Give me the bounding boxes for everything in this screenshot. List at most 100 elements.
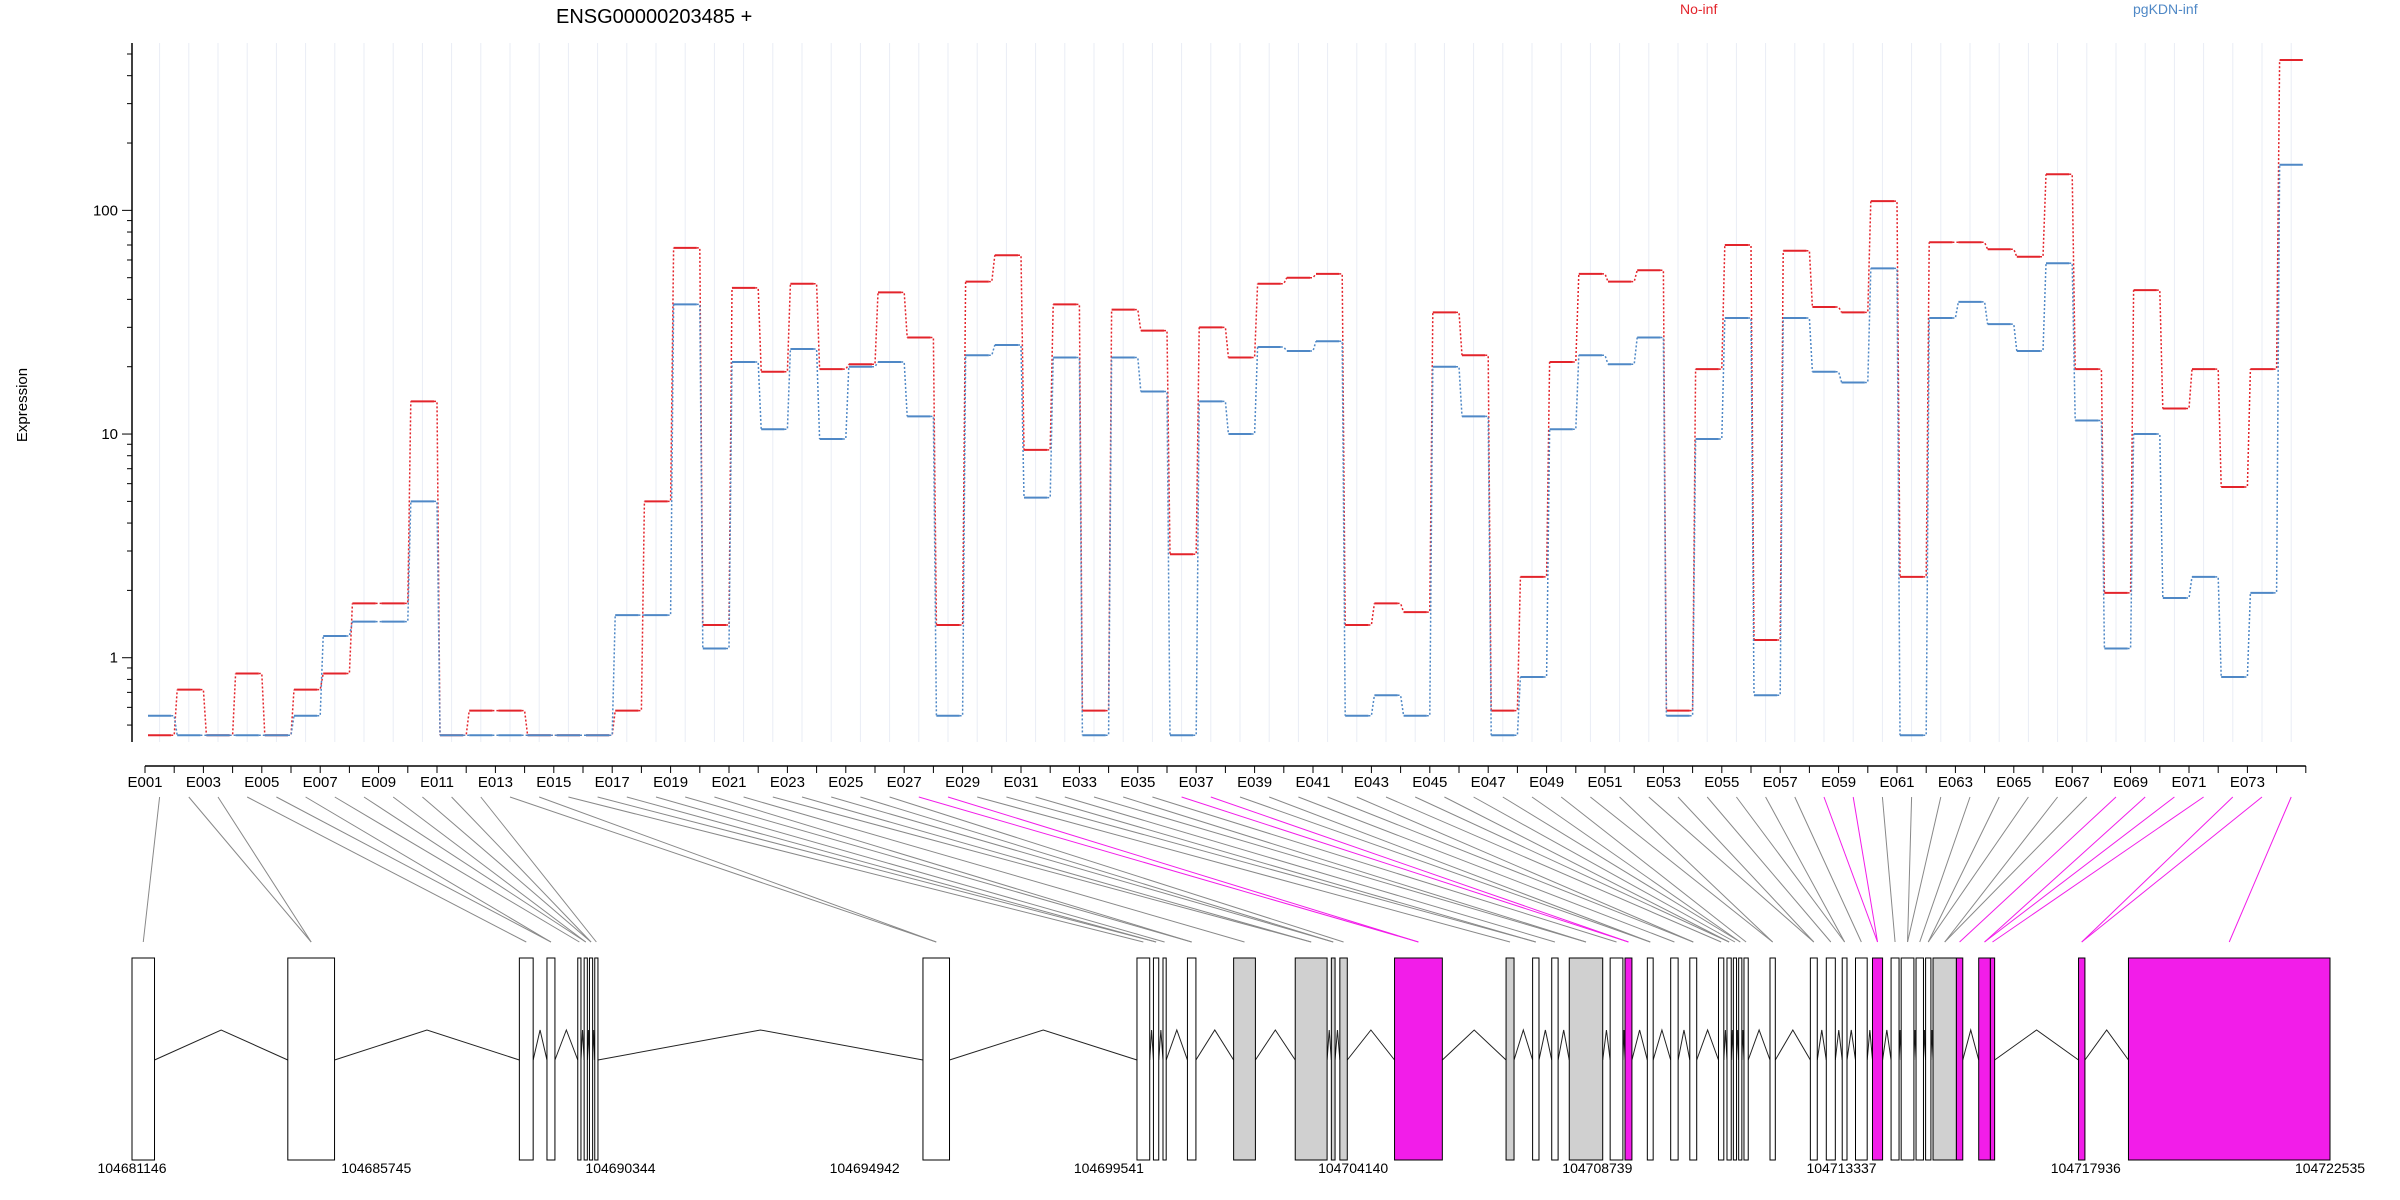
exon-block <box>1294 957 1328 1161</box>
series-join <box>2010 248 2018 258</box>
series-join <box>1368 695 1376 717</box>
series-join <box>1835 306 1843 313</box>
connector-line <box>363 796 587 943</box>
series-join <box>1543 361 1551 578</box>
series-join <box>1718 318 1726 440</box>
series-join <box>404 501 412 623</box>
connector-line <box>1648 796 1815 943</box>
exon-block <box>1825 957 1836 1161</box>
exon-block <box>1890 957 1900 1161</box>
connector-line <box>217 796 312 943</box>
series-join <box>1631 337 1638 366</box>
series-join <box>1748 317 1755 696</box>
series-join <box>2069 262 2076 421</box>
series-join <box>2273 164 2281 594</box>
connector-line <box>626 796 1157 943</box>
series-join <box>726 361 733 650</box>
gene-model <box>131 957 2331 1161</box>
exon-block <box>2078 957 2086 1161</box>
intron-line <box>1513 1028 1534 1061</box>
x-tick-label: E023 <box>770 774 805 791</box>
connector-line <box>1619 796 1773 943</box>
intron-line <box>1334 1029 1341 1061</box>
series-join <box>1806 317 1814 372</box>
series-join <box>2244 592 2252 678</box>
intron-line <box>1774 1029 1811 1061</box>
exon-block <box>594 957 599 1161</box>
series-join <box>2098 419 2106 649</box>
series-join <box>2215 576 2222 678</box>
y-tick-label: 1 <box>110 650 118 667</box>
connector-line <box>1919 796 1971 943</box>
x-axis: E001 E003 E005 E007 E009 E011 E013 E015 E017 E019… <box>127 765 2307 791</box>
series-join <box>1222 400 1230 435</box>
series-join <box>1105 309 1113 712</box>
connector-line <box>1298 796 1675 943</box>
series-join <box>1602 273 1609 282</box>
connector-line <box>1385 796 1722 943</box>
series-join <box>1514 676 1522 737</box>
series-join <box>1485 354 1492 711</box>
intron-line <box>1557 1029 1570 1061</box>
series-join <box>930 415 938 716</box>
genome-coordinate-axis: 104681146 104685745 104690344 104694942 1046… <box>97 1160 2365 1176</box>
series-join <box>1426 312 1434 613</box>
exon-block <box>1978 957 1991 1161</box>
connector-line <box>1959 796 2117 943</box>
series-join <box>1660 269 1668 711</box>
x-tick-label: E035 <box>1120 774 1155 791</box>
exon-block <box>1136 957 1151 1161</box>
series-join <box>1689 439 1697 717</box>
series-join <box>1572 273 1580 363</box>
connector-line <box>743 796 1245 943</box>
exon-block <box>1726 957 1732 1161</box>
intron-line <box>1816 1029 1827 1061</box>
exon-block <box>546 957 556 1161</box>
series-join <box>1164 390 1171 736</box>
intron-line <box>1846 1029 1856 1061</box>
connector-line <box>597 796 1157 943</box>
legend-pgkdn-inf: pgKDN-inf <box>2133 1 2198 17</box>
intron-line <box>1346 1029 1395 1061</box>
series-join <box>317 636 324 717</box>
series-join <box>988 255 996 283</box>
series-join <box>1251 283 1259 359</box>
series-join <box>696 247 704 626</box>
exon-block <box>2127 957 2331 1161</box>
series-join <box>2186 576 2193 599</box>
exon-block <box>1989 957 1996 1161</box>
connector-line <box>1210 796 1629 943</box>
series-join <box>2127 290 2135 594</box>
connector-line <box>772 796 1312 943</box>
series-join <box>1777 250 1784 641</box>
connector-line <box>1984 796 2146 943</box>
intron-line <box>580 1029 585 1061</box>
series-join <box>288 715 295 737</box>
exon-block <box>1689 957 1698 1161</box>
series-join <box>1835 370 1843 383</box>
exon-block <box>1871 957 1884 1161</box>
exon-block <box>1915 957 1924 1161</box>
exon-block <box>1233 957 1256 1161</box>
x-tick-label: E003 <box>186 774 221 791</box>
intron-line <box>1866 1029 1873 1061</box>
series-join <box>842 366 850 440</box>
series-join <box>1105 357 1113 737</box>
connector-line <box>1590 796 1773 943</box>
connector-line <box>1152 796 1617 943</box>
series-join <box>1689 369 1697 712</box>
intron-line <box>1747 1028 1771 1061</box>
connector-line <box>1473 796 1736 943</box>
x-tick-label: E055 <box>1704 774 1739 791</box>
exon-block <box>1854 957 1868 1161</box>
series-join <box>2010 323 2018 352</box>
series-join <box>1864 268 1872 384</box>
series-join <box>1134 356 1142 392</box>
series-join <box>1251 346 1259 435</box>
exon-block <box>1925 957 1932 1161</box>
series-join <box>1660 336 1668 716</box>
connector-line <box>188 796 312 943</box>
x-tick-label: E021 <box>711 774 746 791</box>
connector-line <box>1907 796 1913 943</box>
